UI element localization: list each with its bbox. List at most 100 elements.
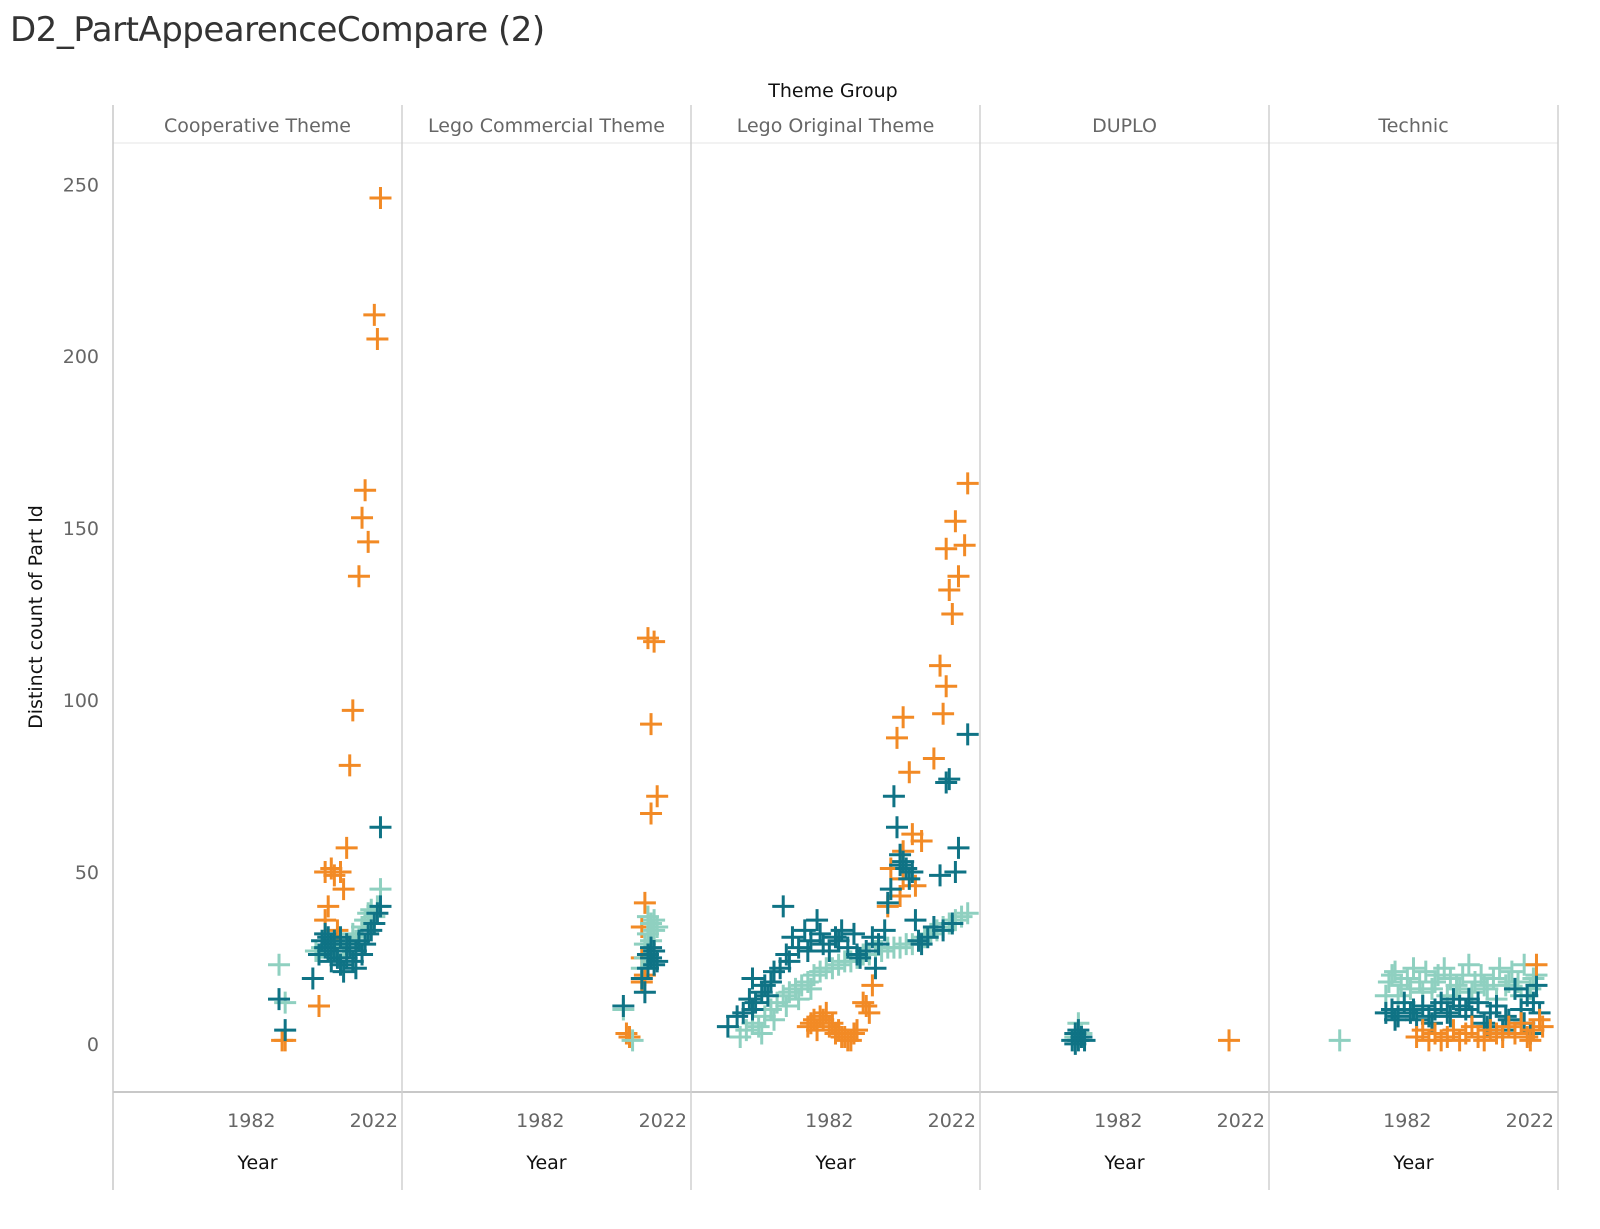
data-point[interactable]	[855, 940, 878, 963]
data-point[interactable]	[1402, 957, 1425, 980]
data-point[interactable]	[1436, 1001, 1459, 1024]
data-point[interactable]	[1384, 960, 1407, 983]
data-point[interactable]	[646, 785, 669, 808]
data-point[interactable]	[716, 1015, 739, 1038]
data-point[interactable]	[756, 984, 779, 1007]
data-point[interactable]	[332, 878, 355, 901]
data-point[interactable]	[778, 950, 801, 973]
data-point[interactable]	[636, 627, 659, 650]
data-point[interactable]	[818, 940, 841, 963]
data-point[interactable]	[855, 995, 878, 1018]
data-point[interactable]	[741, 967, 764, 990]
data-point[interactable]	[1328, 1029, 1351, 1052]
data-point[interactable]	[846, 1019, 869, 1042]
data-point[interactable]	[1424, 970, 1447, 993]
data-point[interactable]	[864, 957, 887, 980]
data-point[interactable]	[772, 895, 795, 918]
data-point[interactable]	[892, 706, 915, 729]
data-point[interactable]	[363, 912, 386, 935]
data-point[interactable]	[799, 977, 822, 1000]
data-point[interactable]	[1218, 1029, 1241, 1052]
data-point[interactable]	[763, 1008, 786, 1031]
data-point[interactable]	[268, 953, 291, 976]
data-point[interactable]	[846, 943, 869, 966]
data-point[interactable]	[763, 960, 786, 983]
data-point[interactable]	[901, 860, 924, 883]
data-point[interactable]	[898, 761, 921, 784]
data-point[interactable]	[301, 967, 324, 990]
data-point[interactable]	[947, 836, 970, 859]
data-point[interactable]	[344, 957, 367, 980]
data-point[interactable]	[941, 912, 964, 935]
data-point[interactable]	[351, 506, 374, 529]
data-point[interactable]	[806, 909, 829, 932]
data-point[interactable]	[335, 836, 358, 859]
data-point[interactable]	[1067, 1019, 1090, 1042]
data-point[interactable]	[1525, 953, 1548, 976]
data-point[interactable]	[618, 1025, 641, 1048]
data-point[interactable]	[929, 864, 952, 887]
data-point[interactable]	[732, 1001, 755, 1024]
data-point[interactable]	[1503, 977, 1526, 1000]
data-point[interactable]	[314, 860, 337, 883]
data-point[interactable]	[741, 998, 764, 1021]
data-point[interactable]	[363, 303, 386, 326]
data-point[interactable]	[1457, 953, 1480, 976]
data-point[interactable]	[369, 187, 392, 210]
data-point[interactable]	[633, 981, 656, 1004]
data-point[interactable]	[852, 991, 875, 1014]
data-point[interactable]	[1439, 1005, 1462, 1028]
data-point[interactable]	[861, 974, 884, 997]
data-point[interactable]	[941, 603, 964, 626]
data-point[interactable]	[1414, 960, 1437, 983]
data-point[interactable]	[1525, 974, 1548, 997]
data-point[interactable]	[1384, 1008, 1407, 1031]
data-point[interactable]	[366, 327, 389, 350]
data-point[interactable]	[1399, 977, 1422, 1000]
data-point[interactable]	[341, 699, 364, 722]
data-point[interactable]	[274, 1019, 297, 1042]
data-point[interactable]	[944, 860, 967, 883]
data-point[interactable]	[907, 929, 930, 952]
data-point[interactable]	[910, 829, 933, 852]
data-point[interactable]	[873, 919, 896, 942]
data-point[interactable]	[323, 864, 346, 887]
data-point[interactable]	[1470, 964, 1493, 987]
data-point[interactable]	[935, 771, 958, 794]
data-point[interactable]	[956, 472, 979, 495]
data-point[interactable]	[320, 950, 343, 973]
data-point[interactable]	[643, 630, 666, 653]
data-point[interactable]	[1519, 1029, 1542, 1052]
data-point[interactable]	[956, 902, 979, 925]
data-point[interactable]	[787, 988, 810, 1011]
data-point[interactable]	[636, 943, 659, 966]
data-point[interactable]	[612, 995, 635, 1018]
data-point[interactable]	[1387, 1005, 1410, 1028]
data-point[interactable]	[338, 754, 361, 777]
data-point[interactable]	[354, 933, 377, 956]
data-point[interactable]	[1531, 1015, 1554, 1038]
data-point[interactable]	[621, 1029, 644, 1052]
data-point[interactable]	[274, 991, 297, 1014]
data-point[interactable]	[759, 970, 782, 993]
data-point[interactable]	[830, 919, 853, 942]
data-point[interactable]	[354, 479, 377, 502]
data-point[interactable]	[796, 1015, 819, 1038]
data-point[interactable]	[885, 726, 908, 749]
data-point[interactable]	[938, 768, 961, 791]
data-point[interactable]	[633, 891, 656, 914]
data-point[interactable]	[935, 675, 958, 698]
data-point[interactable]	[935, 537, 958, 560]
data-point[interactable]	[750, 1022, 773, 1045]
data-point[interactable]	[809, 922, 832, 945]
data-point[interactable]	[366, 902, 389, 925]
data-point[interactable]	[796, 940, 819, 963]
data-point[interactable]	[351, 943, 374, 966]
data-point[interactable]	[1510, 1012, 1533, 1035]
data-point[interactable]	[922, 747, 945, 770]
data-point[interactable]	[335, 933, 358, 956]
data-point[interactable]	[1380, 964, 1403, 987]
data-point[interactable]	[827, 929, 850, 952]
data-point[interactable]	[867, 933, 890, 956]
data-point[interactable]	[953, 534, 976, 557]
